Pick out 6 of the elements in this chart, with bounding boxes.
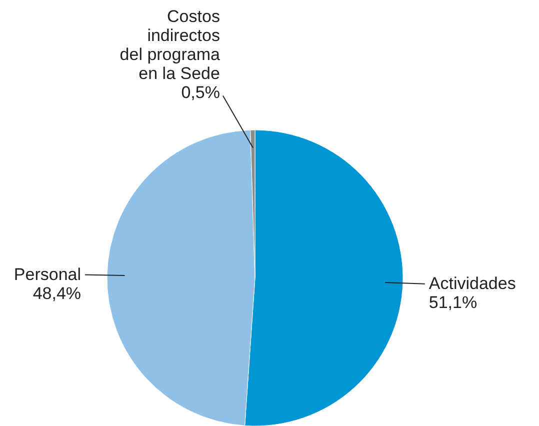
slice-label: Actividades	[428, 274, 516, 293]
data-label: 48,4%	[32, 284, 82, 303]
slice-label: Costos indirectos del programa en la Sede	[120, 6, 220, 83]
slice-label: Personal	[14, 264, 82, 284]
data-label: 0,5%	[181, 82, 220, 102]
data-label: 51,1%	[428, 292, 478, 312]
